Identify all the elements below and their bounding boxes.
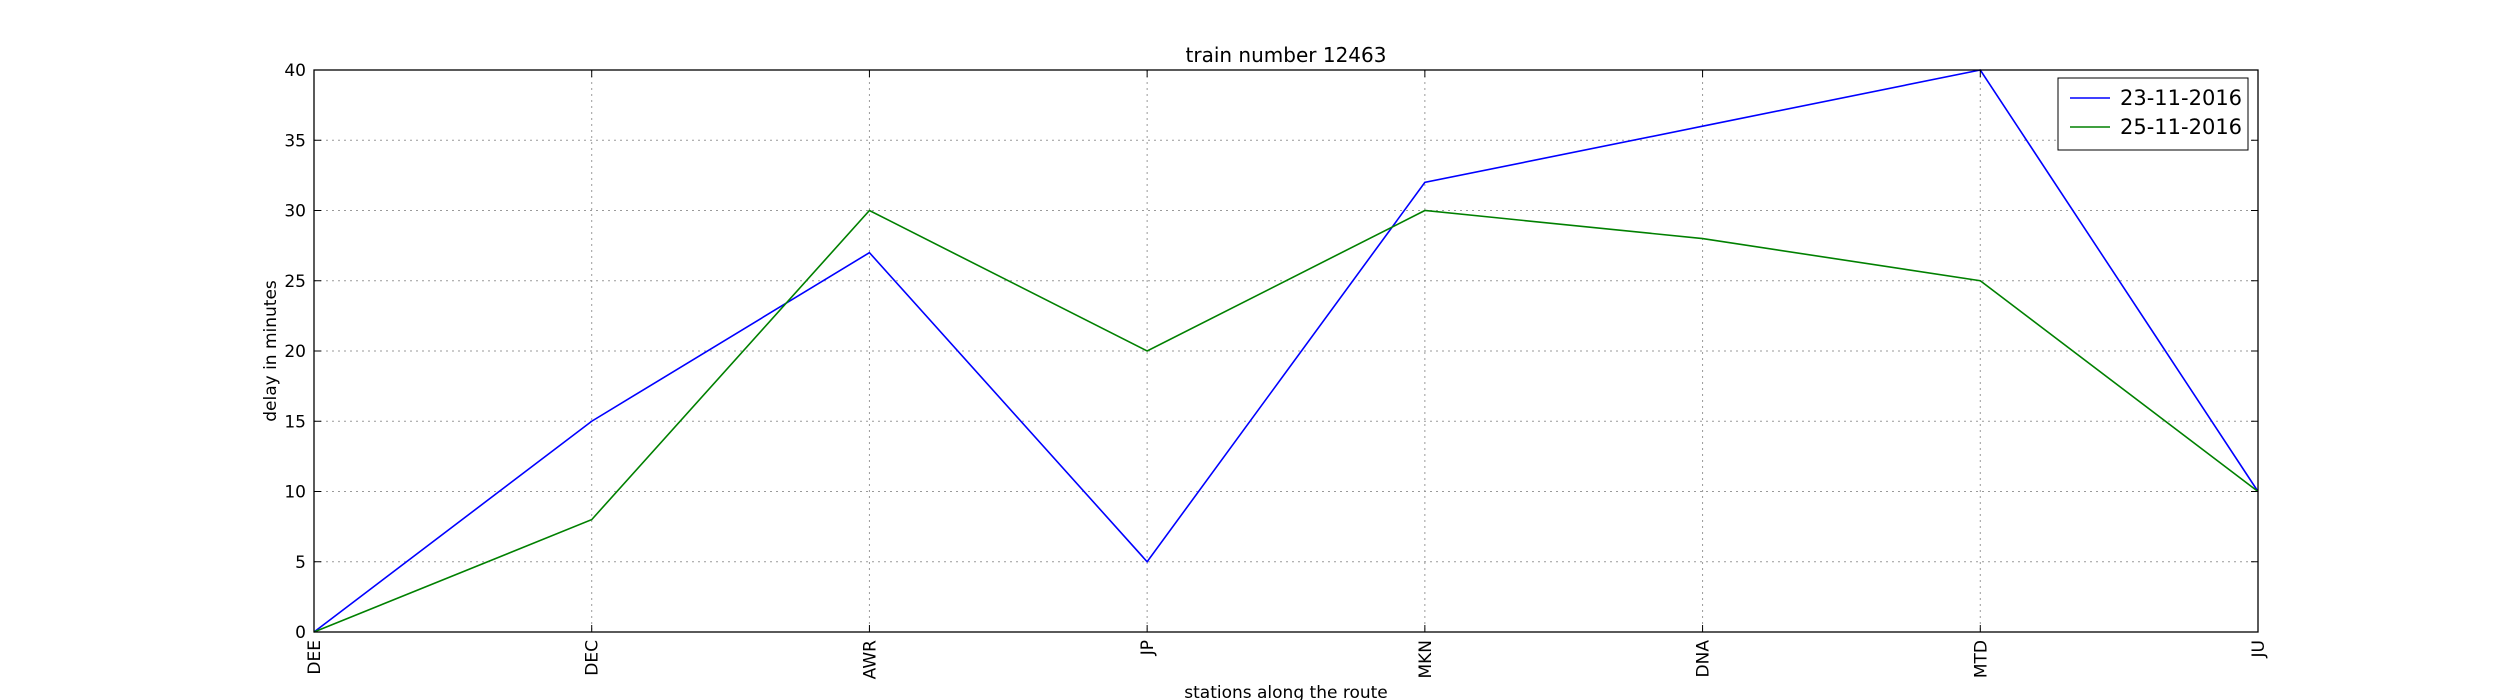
y-tick-label: 30 [284, 202, 306, 222]
y-tick-label: 25 [284, 272, 306, 292]
y-tick-label: 20 [284, 342, 306, 362]
y-tick-label: 40 [284, 61, 306, 81]
x-tick-label: DEC [583, 640, 603, 676]
x-axis: DEE DEC AWR JP MKN DNA MTD JU [305, 70, 2269, 679]
legend-label: 23-11-2016 [2120, 86, 2242, 110]
x-tick-label: JU [2249, 640, 2269, 658]
y-axis: 0 5 10 15 20 25 30 35 40 [284, 61, 2258, 643]
x-tick-label: AWR [860, 640, 880, 680]
series-lines [313, 69, 2259, 633]
x-tick-label: MTD [1971, 640, 1991, 678]
y-tick-label: 5 [295, 553, 306, 573]
y-axis-label: delay in minutes [261, 280, 281, 422]
y-tick-label: 10 [284, 483, 306, 503]
series-line-2 [313, 209, 2259, 633]
legend-label: 25-11-2016 [2120, 115, 2242, 139]
y-tick-label: 35 [284, 131, 306, 151]
grid [313, 69, 2259, 633]
x-axis-label: stations along the route [1184, 683, 1388, 700]
legend-box [2057, 77, 2249, 151]
x-tick-label: DNA [1694, 640, 1714, 678]
y-tick-label: 15 [284, 412, 306, 432]
x-tick-label: JP [1138, 640, 1158, 656]
chart-title: train number 12463 [1186, 43, 1387, 67]
x-tick-label: DEE [305, 640, 325, 675]
series-line-1 [313, 69, 2259, 633]
legend: 23-11-2016 25-11-2016 [2057, 77, 2249, 151]
x-tick-label: MKN [1416, 640, 1436, 679]
y-tick-label: 0 [295, 623, 306, 643]
